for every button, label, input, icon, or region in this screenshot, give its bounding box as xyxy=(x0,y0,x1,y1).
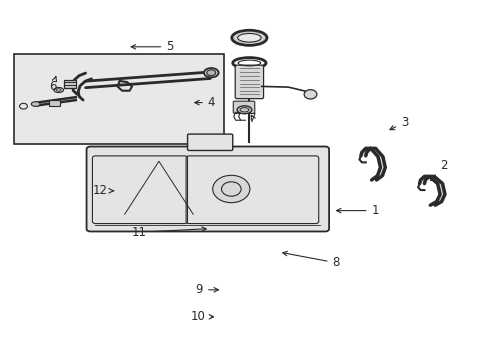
FancyBboxPatch shape xyxy=(86,147,328,231)
Text: 9: 9 xyxy=(195,283,218,296)
Circle shape xyxy=(212,175,249,203)
Text: 2: 2 xyxy=(429,159,447,181)
Text: 3: 3 xyxy=(389,116,407,130)
Text: 12: 12 xyxy=(93,184,114,197)
Text: 6: 6 xyxy=(49,77,57,93)
FancyBboxPatch shape xyxy=(233,101,254,113)
Text: 1: 1 xyxy=(336,204,378,217)
FancyBboxPatch shape xyxy=(235,65,263,99)
Circle shape xyxy=(304,90,316,99)
Text: 10: 10 xyxy=(190,310,213,323)
Ellipse shape xyxy=(31,102,40,107)
Ellipse shape xyxy=(237,33,261,42)
Ellipse shape xyxy=(231,30,266,45)
Ellipse shape xyxy=(54,87,63,93)
Text: 7: 7 xyxy=(249,112,256,125)
Ellipse shape xyxy=(203,68,218,77)
Text: 8: 8 xyxy=(282,251,339,269)
FancyBboxPatch shape xyxy=(187,134,232,150)
Ellipse shape xyxy=(237,106,251,114)
Bar xyxy=(63,80,76,88)
Text: 11: 11 xyxy=(132,226,206,239)
Bar xyxy=(14,54,224,144)
Text: 4: 4 xyxy=(194,96,215,109)
Text: 5: 5 xyxy=(131,40,173,53)
Ellipse shape xyxy=(206,70,215,76)
Bar xyxy=(49,100,60,106)
